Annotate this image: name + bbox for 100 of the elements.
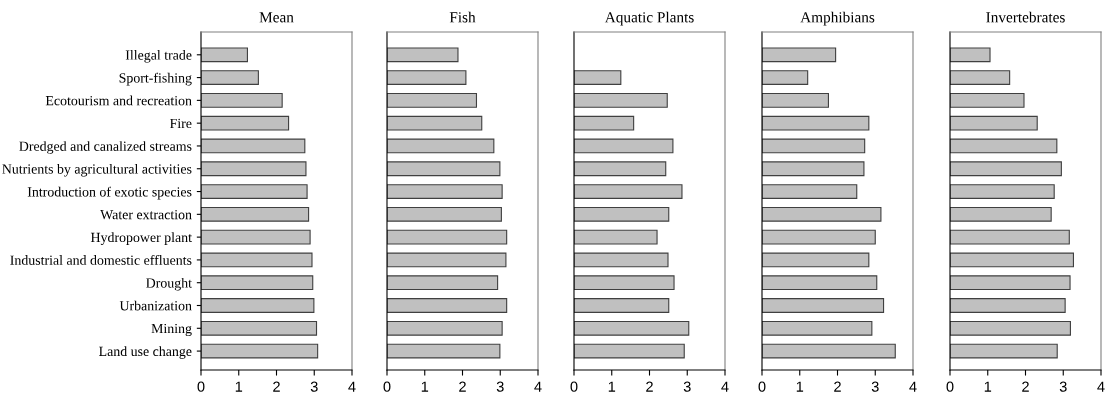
bar (950, 115, 1038, 131)
bar (574, 343, 685, 359)
bar (950, 138, 1058, 154)
y-tick-label: Land use change (99, 346, 192, 359)
bar (950, 47, 991, 63)
bar (201, 115, 290, 131)
x-tick-label: 3 (683, 381, 691, 392)
bar (762, 252, 870, 268)
bar (950, 70, 1011, 85)
bar (574, 320, 690, 336)
x-tick-label: 4 (721, 381, 729, 392)
bar (762, 115, 870, 131)
x-tick-label: 3 (1059, 381, 1067, 392)
bar (950, 206, 1052, 222)
bar (574, 92, 668, 108)
x-tick-label: 2 (1022, 381, 1029, 392)
y-tick-label: Mining (151, 323, 192, 337)
x-tick-label: 0 (197, 381, 205, 392)
bar (574, 115, 635, 131)
y-tick-label: Ecotourism and recreation (45, 95, 192, 106)
y-tick-label: Sport-fishing (119, 72, 192, 86)
bar (201, 275, 314, 291)
bar (387, 206, 502, 222)
y-tick-label: Illegal trade (125, 49, 192, 63)
x-tick-label: 2 (834, 381, 841, 392)
bar (950, 343, 1058, 359)
bar (201, 138, 306, 154)
bar (201, 70, 259, 85)
x-tick-label: 1 (984, 381, 992, 392)
x-tick-label: 3 (310, 381, 318, 392)
bar (387, 138, 495, 154)
bar (574, 275, 675, 291)
y-tick-label: Urbanization (119, 300, 192, 311)
bar (574, 206, 670, 222)
bar (950, 161, 1062, 177)
bar (762, 206, 882, 222)
bar (387, 320, 503, 336)
x-tick-label: 0 (570, 381, 578, 392)
bar (950, 298, 1066, 313)
bar (950, 320, 1071, 336)
bar (387, 70, 467, 85)
x-tick-label: 0 (946, 381, 954, 392)
bar (387, 275, 499, 291)
x-tick-label: 2 (273, 381, 280, 392)
bar (762, 229, 876, 245)
y-tick-label: Industrial and domestic effluents (10, 254, 192, 265)
bar (387, 92, 478, 108)
bar (574, 252, 669, 268)
y-tick-label: Fire (170, 118, 192, 129)
bar (201, 298, 315, 313)
bar (387, 184, 503, 199)
bar (762, 138, 866, 154)
bar (762, 70, 809, 85)
bar (950, 252, 1074, 268)
y-tick-label: Nutrients by agricultural activities (2, 163, 192, 177)
x-tick-label: 1 (421, 381, 429, 392)
x-tick-label: 4 (1097, 381, 1105, 392)
chart-title: Mean (259, 12, 294, 23)
bar (201, 184, 308, 199)
bar (574, 161, 667, 177)
y-tick-label: Hydropower plant (90, 232, 192, 245)
bar (201, 343, 319, 359)
bar (201, 320, 318, 336)
bar (762, 184, 858, 199)
chart-title: Invertebrates (986, 11, 1065, 23)
x-tick-label: 1 (235, 381, 243, 392)
bar (387, 229, 508, 245)
bar (762, 47, 837, 63)
x-tick-label: 4 (348, 381, 356, 392)
bar (574, 70, 622, 85)
bar (201, 92, 283, 108)
x-tick-label: 4 (534, 381, 542, 392)
bar (762, 275, 878, 291)
y-tick-label: Dredged and canalized streams (19, 141, 192, 154)
bar (201, 229, 311, 245)
bar (950, 275, 1071, 291)
chart-title: Amphibians (800, 11, 875, 26)
x-tick-label: 0 (383, 381, 391, 392)
bar (762, 320, 873, 336)
x-tick-label: 0 (758, 381, 766, 392)
bar (762, 92, 829, 108)
bar (387, 298, 508, 313)
x-tick-label: 3 (871, 381, 879, 392)
x-tick-label: 3 (496, 381, 504, 392)
bar (201, 252, 313, 268)
bar (387, 161, 501, 177)
bar (950, 184, 1055, 199)
bar (950, 92, 1025, 108)
bar (387, 343, 501, 359)
x-tick-label: 1 (796, 381, 804, 392)
y-tick-label: Water extraction (100, 209, 192, 220)
y-tick-label: Introduction of exotic species (27, 186, 192, 200)
x-tick-label: 2 (646, 381, 653, 392)
bar (762, 161, 865, 177)
x-tick-label: 2 (459, 381, 466, 392)
bar (950, 229, 1070, 245)
bar (201, 161, 307, 177)
bar (762, 298, 885, 313)
bar (762, 343, 896, 359)
chart-title: Fish (449, 11, 476, 23)
